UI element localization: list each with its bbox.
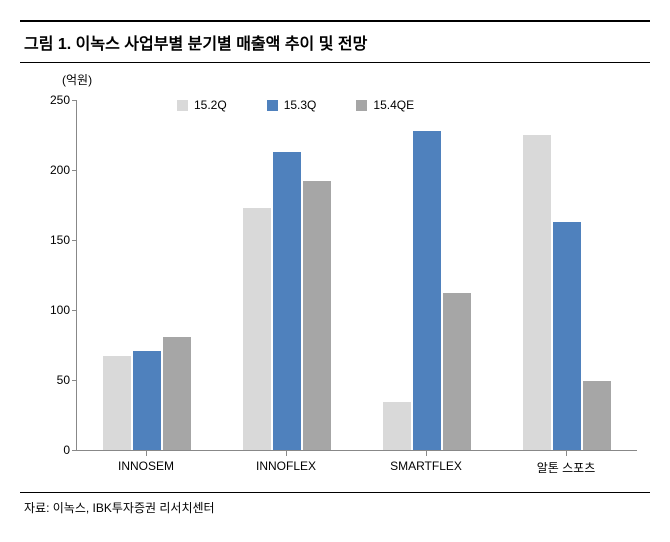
y-axis: 250 200 150 100 50 0 xyxy=(30,100,76,450)
legend-swatch xyxy=(356,100,367,111)
plot-region: 15.2Q 15.3Q 15.4QE xyxy=(76,100,637,451)
legend-item: 15.2Q xyxy=(177,98,227,112)
bar xyxy=(383,402,411,450)
bar-group xyxy=(367,131,487,450)
bar-groups xyxy=(77,100,637,450)
bar xyxy=(523,135,551,450)
y-axis-unit-label: (억원) xyxy=(62,71,92,88)
legend-item: 15.3Q xyxy=(267,98,317,112)
bar-group xyxy=(87,337,207,450)
legend: 15.2Q 15.3Q 15.4QE xyxy=(177,98,414,112)
plot-wrapper: 250 200 150 100 50 0 15.2Q 15.3Q xyxy=(30,100,640,451)
bar xyxy=(273,152,301,450)
legend-swatch xyxy=(177,100,188,111)
bar xyxy=(583,381,611,450)
bar xyxy=(553,222,581,450)
bar xyxy=(303,181,331,450)
legend-label: 15.3Q xyxy=(284,98,317,112)
title-bar: 그림 1. 이녹스 사업부별 분기별 매출액 추이 및 전망 xyxy=(20,20,650,63)
bar-group xyxy=(507,135,627,450)
bar xyxy=(443,293,471,450)
legend-label: 15.2Q xyxy=(194,98,227,112)
bar xyxy=(413,131,441,450)
bar xyxy=(243,208,271,450)
x-axis-label: INNOSEM xyxy=(86,459,206,476)
legend-swatch xyxy=(267,100,278,111)
legend-label: 15.4QE xyxy=(373,98,414,112)
legend-item: 15.4QE xyxy=(356,98,414,112)
chart-title: 그림 1. 이녹스 사업부별 분기별 매출액 추이 및 전망 xyxy=(24,30,646,54)
bar-group xyxy=(227,152,347,450)
x-axis-label: 알톤 스포츠 xyxy=(506,459,626,476)
bar xyxy=(133,351,161,450)
x-axis-label: SMARTFLEX xyxy=(366,459,486,476)
source-text: 자료: 이녹스, IBK투자증권 리서치센터 xyxy=(20,493,650,522)
x-axis: INNOSEM INNOFLEX SMARTFLEX 알톤 스포츠 xyxy=(76,451,636,476)
chart-container: 그림 1. 이녹스 사업부별 분기별 매출액 추이 및 전망 (억원) 250 … xyxy=(20,20,650,522)
x-axis-label: INNOFLEX xyxy=(226,459,346,476)
chart-area: (억원) 250 200 150 100 50 0 15.2Q xyxy=(20,63,650,486)
bar xyxy=(163,337,191,450)
bar xyxy=(103,356,131,450)
